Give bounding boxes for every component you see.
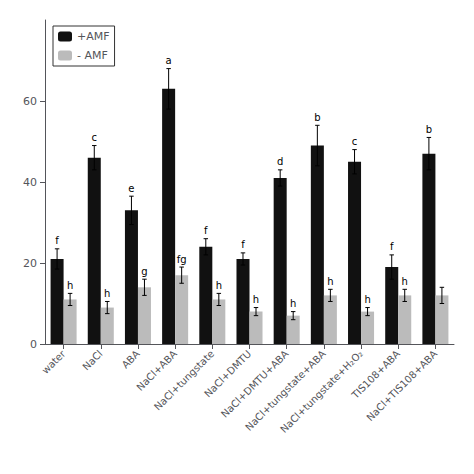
svg-text:d: d [277, 156, 283, 167]
svg-text:- AMF: - AMF [77, 49, 108, 62]
svg-text:h: h [216, 280, 222, 291]
svg-text:40: 40 [23, 176, 37, 189]
svg-text:a: a [166, 55, 172, 66]
svg-text:b: b [314, 112, 320, 123]
svg-text:NaCl: NaCl [80, 348, 104, 372]
svg-text:h: h [104, 288, 110, 299]
svg-text:ABA: ABA [120, 348, 142, 370]
svg-text:e: e [128, 183, 134, 194]
svg-text:NaCl+tungstate+H₂O₂: NaCl+tungstate+H₂O₂ [278, 348, 365, 435]
svg-text:h: h [327, 276, 333, 287]
svg-text:c: c [92, 132, 98, 143]
svg-text:+AMF: +AMF [77, 30, 110, 43]
svg-text:h: h [290, 298, 296, 309]
svg-text:NaCl+tungstate+ABA: NaCl+tungstate+ABA [243, 348, 328, 433]
svg-text:h: h [402, 276, 408, 287]
svg-text:f: f [241, 239, 245, 250]
svg-text:fg: fg [177, 254, 187, 265]
svg-text:b: b [426, 124, 432, 135]
svg-text:NaCl+ABA: NaCl+ABA [134, 348, 179, 393]
svg-text:c: c [352, 136, 358, 147]
svg-text:water: water [40, 347, 69, 376]
svg-text:g: g [141, 266, 147, 277]
svg-text:0: 0 [30, 338, 37, 351]
svg-text:NaCl+tungstate: NaCl+tungstate [152, 348, 216, 412]
svg-text:h: h [67, 280, 73, 291]
svg-text:f: f [55, 235, 59, 246]
svg-text:h: h [364, 294, 370, 305]
svg-text:NaCl+TIS108+ABA: NaCl+TIS108+ABA [364, 348, 439, 423]
svg-text:60: 60 [23, 95, 37, 108]
svg-text:f: f [390, 241, 394, 252]
svg-text:h: h [253, 294, 259, 305]
svg-text:NaCl+DMTU+ABA: NaCl+DMTU+ABA [219, 348, 291, 420]
svg-text:f: f [204, 225, 208, 236]
svg-text:20: 20 [23, 257, 37, 270]
